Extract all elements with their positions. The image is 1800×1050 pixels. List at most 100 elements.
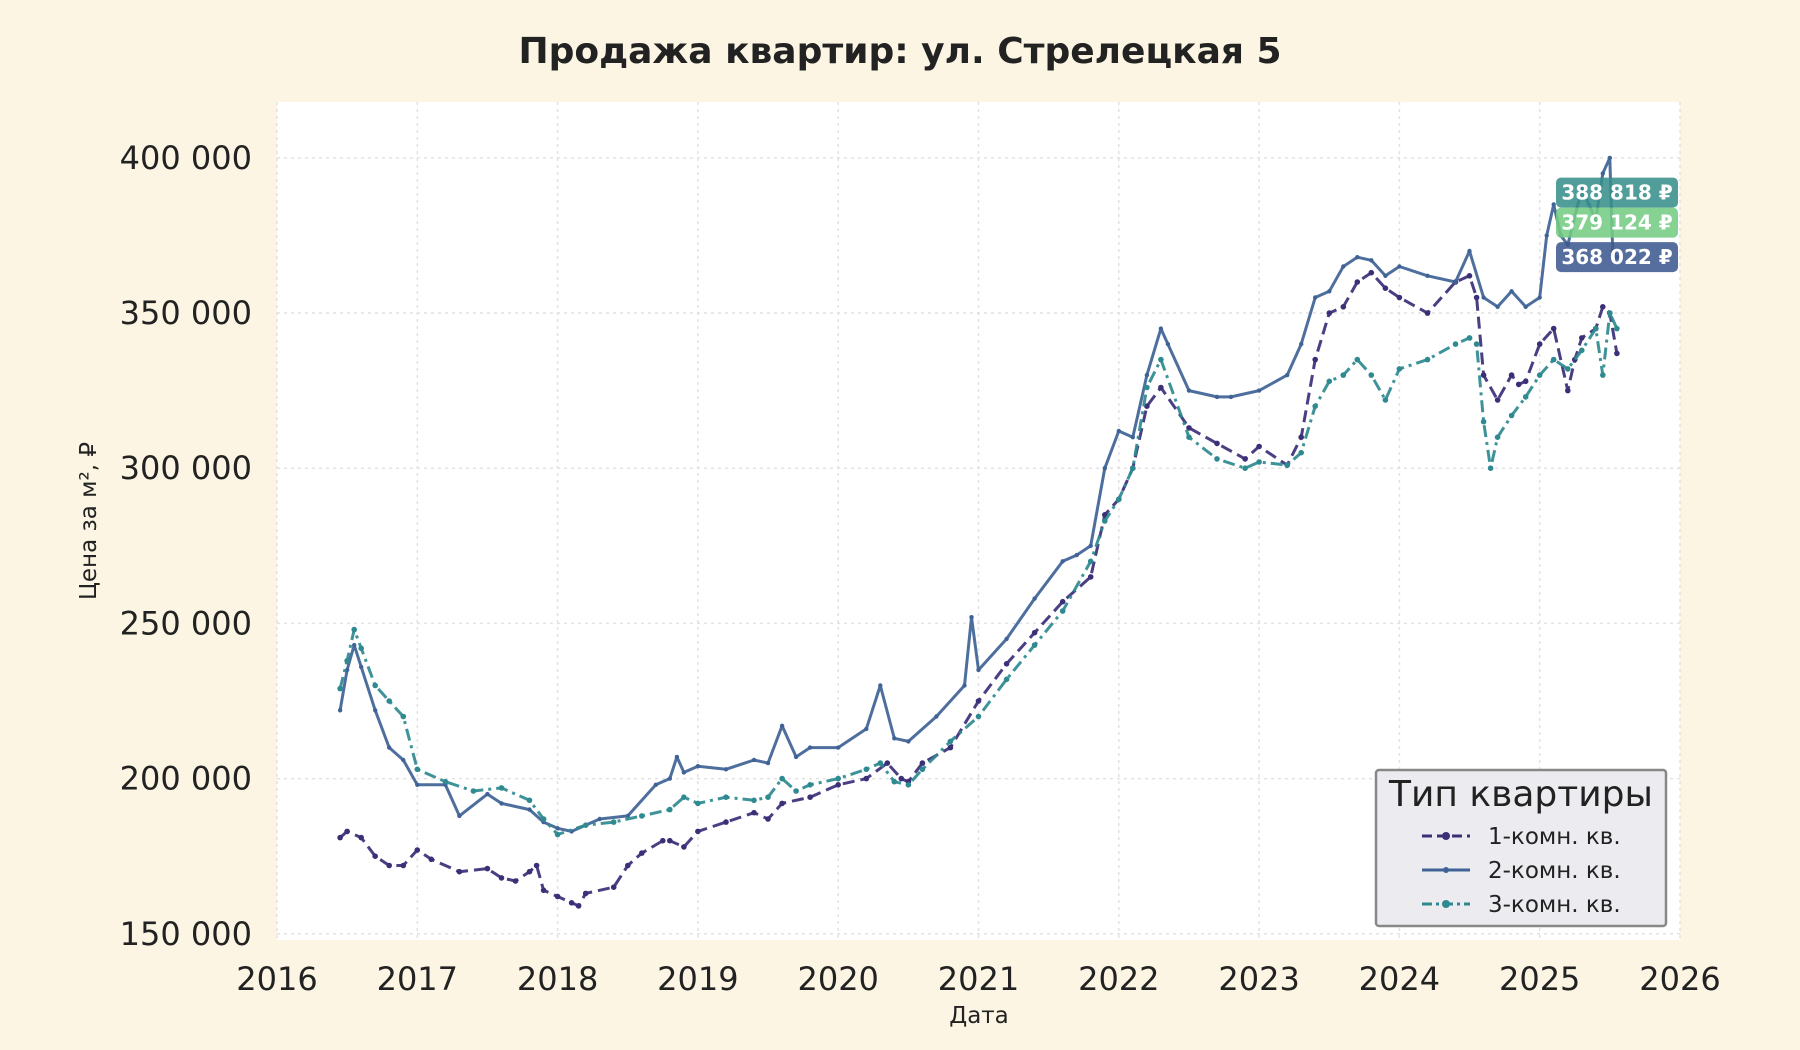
data-point [1088, 543, 1093, 548]
data-point [877, 760, 884, 766]
data-point [527, 807, 532, 812]
badge-background [1556, 207, 1678, 238]
data-point [1144, 403, 1150, 410]
chart-title: Продажа квартир: ул. Стрелецкая 5 [518, 31, 1281, 72]
data-point [1214, 394, 1220, 400]
legend-title: Тип квартиры [1388, 774, 1653, 815]
x-tick-label: 2026 [1639, 960, 1720, 998]
data-point [947, 744, 954, 751]
data-point [512, 878, 519, 884]
series-3 [337, 310, 1620, 838]
badge-value: 368 022 ₽ [1561, 245, 1672, 269]
data-point [1116, 428, 1122, 434]
data-point [359, 664, 364, 670]
data-point [653, 782, 658, 787]
data-point [1536, 372, 1543, 378]
data-point [919, 766, 926, 773]
data-point [352, 642, 357, 648]
data-point [337, 708, 343, 713]
data-point [533, 862, 540, 869]
legend-marker [1442, 832, 1450, 840]
data-point [1550, 356, 1557, 363]
data-point [751, 809, 757, 816]
data-point [1487, 465, 1494, 472]
data-point [835, 775, 841, 782]
data-point [892, 736, 897, 741]
data-point [1397, 264, 1402, 269]
data-point [526, 797, 533, 804]
data-point [695, 800, 701, 807]
data-point [905, 782, 912, 788]
end-value-badge: 368 022 ₽ [1556, 242, 1678, 273]
data-point [401, 757, 406, 763]
data-point [554, 831, 561, 838]
data-point [555, 826, 560, 831]
data-point [1284, 462, 1290, 468]
data-point [1354, 279, 1361, 285]
data-point [1522, 394, 1529, 400]
legend-item-2: 2-комн. кв. [1422, 858, 1621, 884]
data-point [1368, 269, 1375, 276]
data-point [1466, 273, 1473, 279]
data-point [1158, 356, 1164, 363]
y-tick-label: 150 000 [120, 915, 252, 953]
data-point [969, 615, 974, 620]
badge-value: 379 124 ₽ [1561, 211, 1672, 235]
data-point [400, 862, 407, 869]
data-point [1473, 294, 1480, 301]
data-point [1298, 434, 1304, 441]
data-point [337, 834, 343, 841]
data-point [906, 739, 911, 744]
data-point [470, 788, 477, 794]
data-point [1313, 295, 1318, 300]
data-point [1059, 598, 1066, 605]
data-point [582, 890, 589, 897]
data-point [836, 745, 841, 750]
data-point [1087, 558, 1094, 565]
legend-label: 1-комн. кв. [1488, 824, 1621, 850]
data-point [1495, 304, 1500, 309]
data-point [372, 682, 379, 689]
data-point [442, 778, 449, 785]
data-point [765, 816, 771, 822]
legend: Тип квартиры 1-комн. кв. 2-комн. кв. 3-к… [1374, 768, 1668, 928]
data-point [1515, 381, 1522, 388]
x-axis: 2016 2017 2018 2019 2020 2021 2022 2023 2024 2025… [236, 960, 1720, 998]
data-point [1452, 341, 1459, 347]
data-point [484, 865, 491, 872]
badge-background [1556, 242, 1678, 273]
data-point [975, 698, 982, 704]
data-point [863, 766, 870, 773]
data-point [344, 828, 350, 835]
data-point [457, 813, 462, 819]
data-point [1059, 608, 1066, 614]
data-point [1600, 171, 1606, 176]
data-point [1165, 341, 1171, 347]
data-point [1144, 372, 1150, 378]
legend-label: 2-комн. кв. [1488, 858, 1621, 884]
data-point [625, 862, 631, 869]
data-point [1424, 356, 1431, 363]
data-point [1060, 559, 1065, 564]
data-point [1600, 304, 1606, 310]
data-point [1593, 325, 1599, 332]
data-point [1326, 378, 1333, 385]
x-tick-label: 2020 [797, 960, 878, 998]
data-point [1102, 518, 1108, 524]
data-point [1228, 394, 1234, 400]
data-point [415, 782, 420, 787]
data-point [681, 770, 687, 775]
data-point [1256, 443, 1262, 450]
data-point [884, 760, 891, 766]
data-point [597, 816, 602, 822]
data-point [807, 745, 813, 750]
x-tick-label: 2018 [517, 960, 598, 998]
data-point [1614, 350, 1620, 357]
legend-marker [1443, 867, 1449, 873]
data-point [1312, 403, 1318, 410]
data-point [793, 754, 799, 760]
data-point [568, 900, 575, 906]
data-point [765, 794, 771, 800]
badge-value: 388 818 ₽ [1561, 181, 1672, 205]
data-point [1003, 661, 1010, 667]
